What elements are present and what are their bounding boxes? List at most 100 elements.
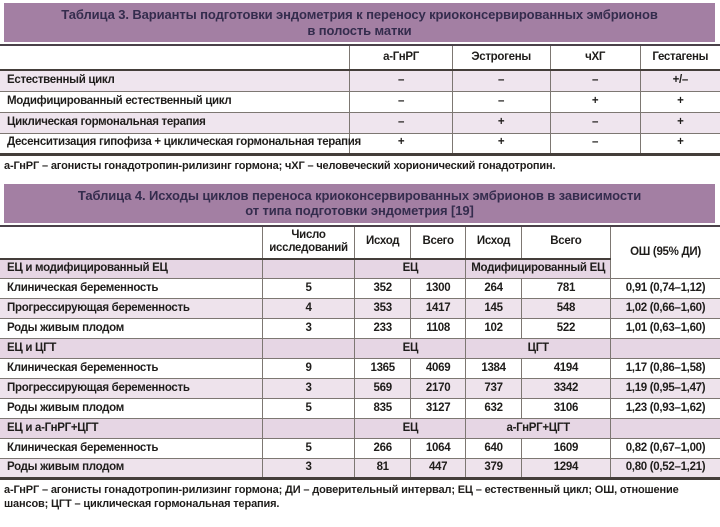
cell-outcome-1: 353 (354, 298, 411, 319)
row-label: Десенситизация гипофиза + циклическая го… (0, 132, 361, 154)
table4-col-header-outcome-2: Исход (465, 225, 522, 260)
group1-header: ЕЦ (354, 258, 466, 279)
table3-column-header: а-ГнРГ (349, 45, 453, 71)
row-label: Клиническая беременность (0, 278, 263, 299)
section-empty-cell (261, 258, 355, 279)
group2-header: ЦГТ (465, 338, 611, 359)
cell-outcome-2: 1384 (465, 358, 522, 379)
section-empty-cell (610, 338, 720, 359)
row-label: Циклическая гормональная терапия (0, 111, 350, 133)
table-row: Десенситизация гипофиза + циклическая го… (0, 132, 720, 154)
cell-outcome-1: 233 (354, 318, 411, 339)
cell-outcome-2: 379 (465, 458, 522, 479)
cell-outcome-2: 145 (465, 298, 522, 319)
table4-col-header-total-2: Всего (520, 225, 611, 260)
table4-title-line1: Таблица 4. Исходы циклов переноса криоко… (77, 187, 642, 203)
section-header-row: ЕЦ и а-ГнРГ+ЦГТ ЕЦ а-ГнРГ+ЦГТ (0, 418, 720, 439)
cell-value: +/– (639, 69, 720, 91)
cell-outcome-1: 1365 (354, 358, 411, 379)
group1-header: ЕЦ (354, 418, 466, 439)
row-label: Модифицированный естественный цикл (0, 90, 350, 112)
table3-header-row: а-ГнРГ Эстрогены чХГ Гестагены (0, 45, 720, 71)
section-empty-cell (610, 418, 720, 439)
cell-study-count: 5 (261, 438, 355, 459)
table-row: Циклическая гормональная терапия – + – + (0, 111, 720, 133)
cell-outcome-2: 264 (465, 278, 522, 299)
cell-study-count: 3 (261, 378, 355, 399)
table3-footnote: а-ГнРГ – агонисты гонадотропин-рилизинг … (4, 159, 556, 172)
cell-study-count: 3 (261, 458, 355, 479)
cell-total-1: 447 (409, 458, 466, 479)
table3-title-line1: Таблица 3. Варианты подготовки эндометри… (61, 7, 658, 22)
cell-total-1: 1300 (409, 278, 466, 299)
table4: Число исследований Исход Всего Исход Всего ОШ… (0, 224, 720, 480)
table-row: Роды живым плодом 5 835 3127 632 3106 1,23 (0,… (0, 398, 720, 419)
table3-corner-cell (0, 45, 350, 71)
table4-corner-cell (0, 225, 263, 260)
section-header-row: ЕЦ и модифицированный ЕЦ ЕЦ Модифицированн… (0, 258, 720, 279)
cell-odds-ratio: 0,80 (0,52–1,21) (610, 458, 720, 479)
cell-value: – (451, 69, 551, 91)
table4-block: Таблица 4. Исходы циклов переноса криоко… (0, 183, 720, 512)
cell-outcome-2: 632 (465, 398, 522, 419)
cell-total-2: 3106 (520, 398, 611, 419)
cell-value: + (349, 132, 453, 154)
table-row: Модифицированный естественный цикл – – + + (0, 90, 720, 112)
table3-block: Таблица 3. Варианты подготовки эндометри… (0, 3, 720, 173)
cell-odds-ratio: 1,19 (0,95–1,47) (610, 378, 720, 399)
table4-col-header-total-1: Всего (409, 225, 466, 260)
cell-study-count: 9 (261, 358, 355, 379)
cell-total-1: 1417 (409, 298, 466, 319)
table-row: Клиническая беременность 5 266 1064 640 1609 0… (0, 438, 720, 459)
table4-col-header-odds-ratio: ОШ (95% ДИ) (610, 225, 720, 279)
table-row: Клиническая беременность 5 352 1300 264 781 0,… (0, 278, 720, 299)
row-label: Прогрессирующая беременность (0, 378, 263, 399)
row-label: Роды живым плодом (0, 318, 263, 339)
cell-value: – (349, 111, 453, 133)
table4-footnote: а-ГнРГ – агонисты гонадотропин-рилизинг … (4, 484, 679, 510)
cell-value: + (639, 111, 720, 133)
cell-value: + (451, 111, 551, 133)
group1-header: ЕЦ (354, 338, 466, 359)
cell-total-1: 1064 (409, 438, 466, 459)
cell-total-1: 2170 (409, 378, 466, 399)
cell-outcome-1: 266 (354, 438, 411, 459)
section-header-row: ЕЦ и ЦГТ ЕЦ ЦГТ (0, 338, 720, 359)
table-row: Клиническая беременность 9 1365 4069 1384 419… (0, 358, 720, 379)
cell-odds-ratio: 1,17 (0,86–1,58) (610, 358, 720, 379)
table3-title-line2: в полость матки (307, 22, 412, 38)
cell-odds-ratio: 1,02 (0,66–1,60) (610, 298, 720, 319)
cell-study-count: 5 (261, 278, 355, 299)
cell-value: – (349, 69, 453, 91)
cell-total-2: 3342 (520, 378, 611, 399)
cell-outcome-2: 737 (465, 378, 522, 399)
cell-odds-ratio: 0,91 (0,74–1,12) (610, 278, 720, 299)
row-label: Прогрессирующая беременность (0, 298, 263, 319)
table4-col-header-outcome-1: Исход (354, 225, 411, 260)
table4-title-band: Таблица 4. Исходы циклов переноса криоко… (4, 183, 715, 223)
row-label: Клиническая беременность (0, 358, 263, 379)
cell-value: + (639, 90, 720, 112)
cell-value: + (451, 132, 551, 154)
table4-col-header-study-count: Число исследований (261, 225, 355, 260)
table3-column-header: Эстрогены (451, 45, 551, 71)
cell-total-2: 548 (520, 298, 611, 319)
cell-total-2: 1294 (520, 458, 611, 479)
section-empty-cell (261, 338, 355, 359)
cell-total-2: 522 (520, 318, 611, 339)
cell-study-count: 4 (261, 298, 355, 319)
cell-outcome-2: 640 (465, 438, 522, 459)
cell-outcome-1: 352 (354, 278, 411, 299)
section-label: ЕЦ и ЦГТ (0, 338, 263, 359)
cell-outcome-1: 835 (354, 398, 411, 419)
cell-value: – (549, 132, 641, 154)
table-row: Естественный цикл – – – +/– (0, 69, 720, 91)
cell-value: – (349, 90, 453, 112)
table3-title-band: Таблица 3. Варианты подготовки эндометри… (4, 3, 715, 42)
table-row: Прогрессирующая беременность 4 353 1417 145 5… (0, 298, 720, 319)
cell-total-1: 4069 (409, 358, 466, 379)
cell-value: – (549, 111, 641, 133)
cell-value: – (549, 69, 641, 91)
cell-odds-ratio: 1,01 (0,63–1,60) (610, 318, 720, 339)
table3-column-header: чХГ (549, 45, 641, 71)
